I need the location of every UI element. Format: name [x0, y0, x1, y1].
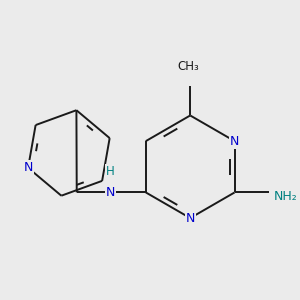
Text: NH₂: NH₂: [274, 190, 298, 203]
Text: CH₃: CH₃: [177, 60, 199, 73]
Text: N: N: [23, 161, 33, 174]
Text: N: N: [230, 135, 239, 148]
Text: N: N: [106, 186, 115, 199]
Text: N: N: [185, 212, 195, 225]
Text: H: H: [106, 165, 115, 178]
